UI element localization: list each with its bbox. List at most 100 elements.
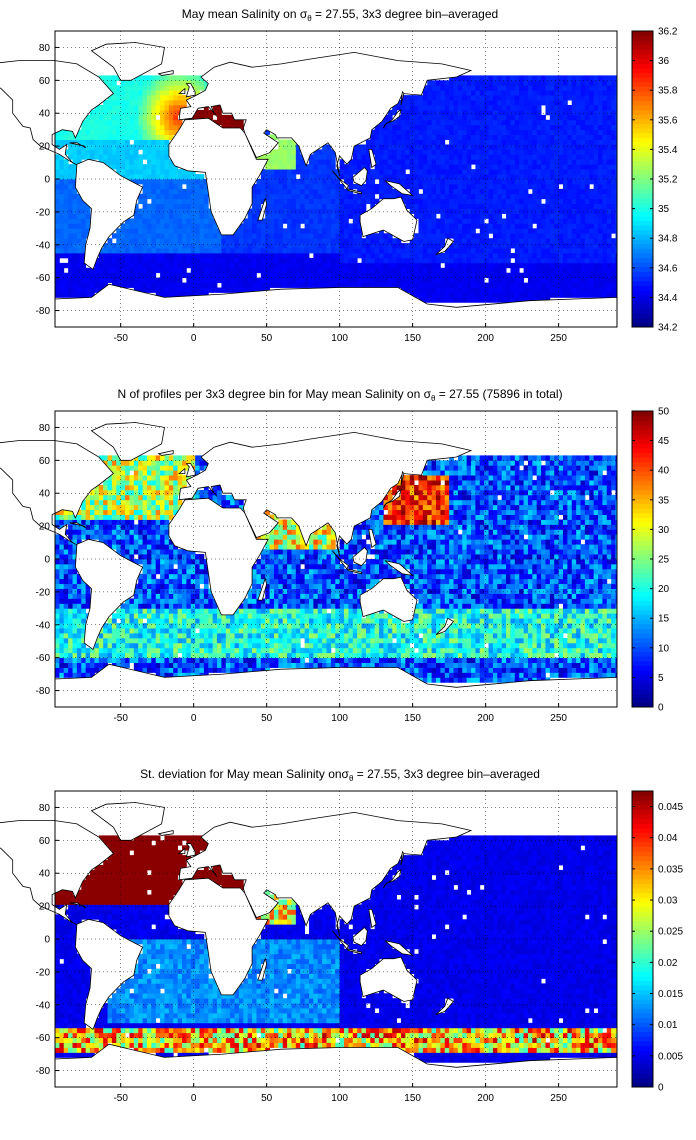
- data-cell: [514, 248, 520, 254]
- data-cell: [435, 164, 441, 170]
- data-cell: [571, 243, 577, 249]
- colorbar-segment: [632, 142, 653, 148]
- data-cell: [580, 90, 586, 96]
- data-cell: [59, 282, 65, 288]
- data-cell: [606, 183, 612, 190]
- data-cell: [348, 188, 354, 195]
- data-cell: [125, 149, 130, 155]
- data-cell: [103, 139, 108, 145]
- data-cell: [177, 188, 183, 195]
- data-cell: [269, 243, 275, 249]
- data-cell: [475, 105, 481, 111]
- data-cell: [72, 559, 78, 565]
- data-cell: [510, 75, 516, 81]
- data-cell: [584, 105, 590, 111]
- data-cell: [615, 193, 617, 200]
- data-cell: [405, 203, 411, 209]
- data-cell: [348, 267, 354, 274]
- data-cell: [567, 262, 573, 269]
- data-cell: [116, 637, 122, 644]
- data-cell: [85, 672, 91, 678]
- data-cell: [81, 144, 87, 150]
- data-cell: [68, 208, 73, 214]
- data-cell: [514, 174, 520, 180]
- data-cell: [225, 248, 231, 254]
- data-cell: [466, 159, 472, 165]
- data-cell: [383, 272, 389, 279]
- data-cell: [488, 287, 494, 293]
- data-cell: [339, 218, 345, 224]
- data-cell: [352, 228, 358, 234]
- data-cell: [562, 114, 568, 121]
- data-cell: [90, 277, 95, 283]
- data-cell: [103, 504, 108, 511]
- data-cell: [160, 292, 165, 298]
- data-cell: [125, 119, 130, 126]
- data-cell: [72, 554, 78, 560]
- data-cell: [125, 159, 130, 165]
- data-cell: [606, 287, 612, 293]
- data-cell: [168, 243, 174, 249]
- data-cell: [571, 159, 577, 165]
- data-cell: [326, 174, 332, 180]
- data-cell: [173, 233, 179, 239]
- data-cell: [287, 243, 292, 249]
- data-cell: [304, 257, 310, 264]
- data-cell: [256, 287, 262, 293]
- data-cell: [344, 174, 349, 180]
- data-cell: [488, 243, 494, 249]
- data-cell: [168, 223, 174, 229]
- data-cell: [177, 208, 183, 214]
- data-cell: [76, 524, 82, 530]
- data-cell: [510, 287, 516, 293]
- data-cell: [405, 159, 411, 165]
- data-cell: [304, 179, 310, 185]
- y-tick-label: -60: [36, 273, 51, 284]
- data-cell: [576, 85, 581, 91]
- data-cell: [120, 114, 126, 121]
- data-cell: [190, 174, 196, 180]
- data-cell: [55, 514, 60, 520]
- data-cell: [414, 119, 419, 126]
- data-cell: [68, 277, 73, 283]
- data-cell: [611, 228, 616, 234]
- data-cell: [256, 203, 262, 209]
- colorbar-segment: [632, 169, 653, 175]
- data-cell: [414, 208, 419, 214]
- data-cell: [76, 519, 82, 525]
- data-cell: [361, 253, 367, 259]
- data-cell: [536, 179, 542, 185]
- data-cell: [164, 179, 170, 185]
- data-cell: [462, 174, 468, 180]
- data-cell: [506, 203, 511, 209]
- data-cell: [81, 608, 87, 614]
- data-cell: [322, 277, 327, 283]
- data-cell: [59, 559, 65, 565]
- data-cell: [457, 282, 463, 288]
- data-cell: [497, 233, 503, 239]
- data-cell: [55, 519, 60, 525]
- data-cell: [300, 203, 306, 209]
- data-cell: [554, 90, 560, 96]
- data-cell: [549, 253, 555, 259]
- colorbar-segment: [632, 160, 653, 166]
- data-cell: [90, 139, 95, 145]
- data-cell: [488, 262, 494, 269]
- data-cell: [365, 253, 371, 259]
- data-cell: [602, 223, 608, 229]
- data-cell: [492, 183, 498, 190]
- data-cell: [562, 134, 568, 140]
- data-cell: [611, 174, 616, 180]
- data-cell: [549, 159, 555, 165]
- data-cell: [479, 272, 485, 279]
- data-cell: [615, 218, 617, 224]
- data-cell: [449, 282, 454, 288]
- data-cell: [435, 95, 441, 101]
- data-cell: [571, 119, 577, 126]
- data-cell: [374, 233, 380, 239]
- data-cell: [252, 188, 257, 195]
- data-cell: [492, 114, 498, 121]
- data-cell: [142, 193, 148, 200]
- data-cell: [182, 223, 187, 229]
- data-cell: [554, 257, 560, 264]
